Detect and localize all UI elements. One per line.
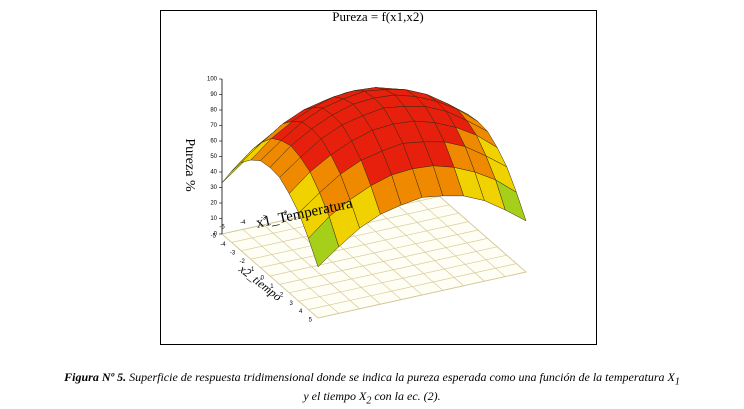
caption-label: Figura Nº 5. [64,370,127,384]
z-tick-label: 60 [210,139,217,145]
grid-line [260,221,469,268]
z-tick-label: 90 [210,92,217,98]
x-tick-label: -4 [240,220,246,226]
z-tick-label: 70 [210,123,217,129]
y-tick-label: -3 [230,250,236,256]
grid-line [250,212,459,260]
y-tick-label: 3 [289,301,293,307]
y-tick-label: 4 [299,309,303,315]
caption-text: Superficie de respuesta tridimensional d… [129,370,675,384]
caption-sub: 1 [674,376,680,388]
grid-line [269,229,479,277]
z-tick-label: 100 [207,77,218,83]
y-tick-label: 1 [270,284,274,290]
x-tick-label: -3 [261,215,267,221]
z-tick-label: 50 [210,154,217,160]
caption-text: y el tiempo X [303,389,367,404]
surface-patch [308,216,340,268]
grid-line [298,254,507,302]
chart: Pureza = f(x1,x2) -5-4-3-2-1012345-5-4-3… [160,9,597,345]
grid-line [279,238,488,285]
z-tick-label: 10 [210,216,217,222]
z-tick-label: 30 [210,185,217,191]
y-tick-label: -5 [211,234,217,240]
caption: Figura Nº 5. Superficie de respuesta tri… [0,370,744,409]
y-tick-label: 0 [261,276,265,282]
z-tick-label: 20 [210,201,217,207]
caption-text: con la ec. (2). [374,389,441,404]
y-tick-label: -2 [239,259,245,265]
grid-line [308,263,517,310]
z-axis-label: Pureza % [182,138,197,192]
y-tick-label: 5 [309,318,313,324]
z-tick-label: 40 [210,170,217,176]
y-tick-label: -4 [220,242,226,248]
z-tick-label: 0 [214,232,218,238]
grid-line [317,271,527,319]
surface [221,87,527,268]
grid-line [289,246,498,294]
y-tick-label: 2 [280,292,284,298]
z-tick-label: 80 [210,108,217,114]
chart-title: Pureza = f(x1,x2) [332,9,423,24]
y-tick-label: -1 [249,267,255,273]
x-tick-label: -2 [282,211,288,217]
caption-sub: 2 [366,395,372,407]
